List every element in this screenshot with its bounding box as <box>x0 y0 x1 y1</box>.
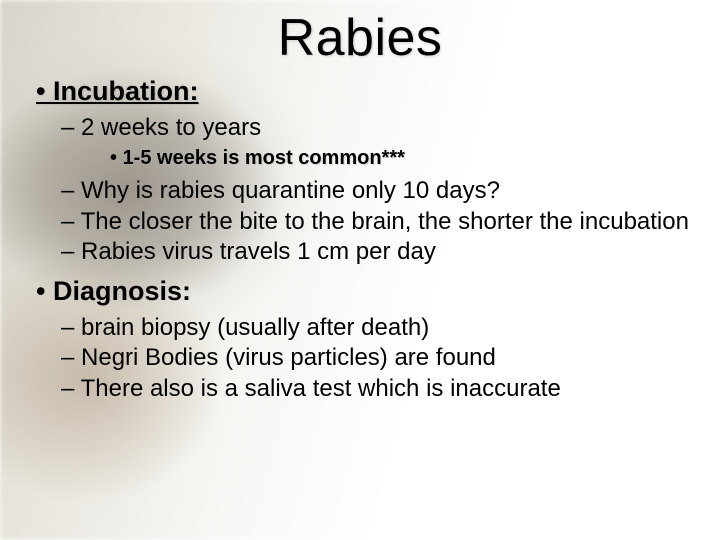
bullet-item: There also is a saliva test which is ina… <box>0 374 720 403</box>
bullet-item: Negri Bodies (virus particles) are found <box>0 343 720 372</box>
bullet-item: The closer the bite to the brain, the sh… <box>0 207 720 236</box>
section-heading-diagnosis: Diagnosis: <box>0 276 720 307</box>
bullet-item: Why is rabies quarantine only 10 days? <box>0 176 720 205</box>
slide-title: Rabies <box>0 0 720 74</box>
section-heading-incubation: Incubation: <box>0 76 720 107</box>
slide-content: Rabies Incubation: 2 weeks to years 1-5 … <box>0 0 720 540</box>
bullet-item: 1-5 weeks is most common*** <box>0 145 720 171</box>
bullet-item: 2 weeks to years <box>0 113 720 142</box>
bullet-item: Rabies virus travels 1 cm per day <box>0 237 720 266</box>
bullet-item: brain biopsy (usually after death) <box>0 313 720 342</box>
